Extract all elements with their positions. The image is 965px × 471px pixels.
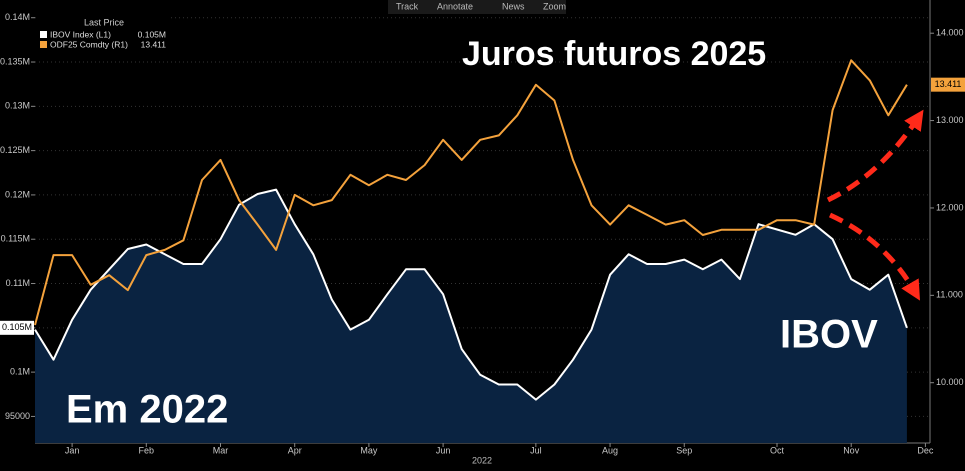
x-axis-label: 2022 (472, 455, 492, 465)
x-tick-label: Dec (917, 445, 934, 455)
y-tick-label: 0.125M (0, 145, 30, 155)
last-price-label: 0.105M (2, 322, 32, 332)
x-tick-label: May (360, 445, 378, 455)
y2-tick-label: 10.000 (936, 377, 964, 387)
y-tick-label: 0.115M (1, 234, 30, 244)
y2-tick-label: 13.000 (936, 115, 964, 125)
annotation: Juros futuros 2025 (462, 35, 766, 73)
legend-title: Last Price (84, 17, 124, 27)
x-tick-label: Oct (770, 445, 785, 455)
y-tick-label: 95000 (5, 411, 30, 421)
y-tick-label: 0.135M (0, 56, 30, 66)
y-tick-label: 0.12M (5, 189, 30, 199)
x-tick-label: Jul (530, 445, 542, 455)
line (34, 59, 908, 326)
annotation: IBOV (780, 313, 878, 357)
legend-swatch (40, 31, 47, 38)
x-tick-label: Mar (213, 445, 229, 455)
toolbar (388, 0, 566, 14)
y-tick-label: 0.11M (6, 278, 30, 288)
legend-value: 0.105M (138, 29, 166, 39)
last-price-box (0, 320, 34, 335)
legend-swatch (40, 41, 47, 48)
x-tick-label: Jun (436, 445, 451, 455)
toolbar-item[interactable]: Track (396, 1, 419, 11)
arrow (826, 109, 924, 203)
toolbar-item[interactable]: News (502, 1, 525, 11)
legend-label: IBOV Index (L1) (50, 29, 111, 39)
line (34, 188, 908, 401)
legend-value: 13.411 (141, 39, 167, 49)
legend-label: ODF25 Comdty (R1) (50, 39, 128, 49)
x-tick-label: Aug (602, 445, 618, 455)
toolbar-item[interactable]: Annotate (437, 1, 473, 11)
y-tick-label: 0.13M (5, 101, 30, 111)
plot-area (31, 0, 934, 447)
last-price-label: 13.411 (935, 79, 962, 89)
last-price-box (931, 77, 965, 92)
x-tick-label: Sep (676, 445, 692, 455)
y2-tick-label: 14.000 (936, 28, 964, 38)
annotation: Em 2022 (66, 388, 228, 432)
y2-tick-label: 11.000 (936, 290, 963, 300)
y2-tick-label: 12.000 (936, 202, 964, 212)
y-tick-label: 0.14M (5, 12, 30, 22)
x-tick-label: Apr (288, 445, 302, 455)
x-tick-label: Jan (65, 445, 80, 455)
area (35, 189, 907, 443)
toolbar-item[interactable]: Zoom (543, 1, 566, 11)
x-tick-label: Nov (843, 445, 860, 455)
x-tick-label: Feb (139, 445, 155, 455)
arrow (828, 212, 920, 301)
legend (36, 16, 170, 50)
y-tick-label: 0.1M (10, 366, 30, 376)
